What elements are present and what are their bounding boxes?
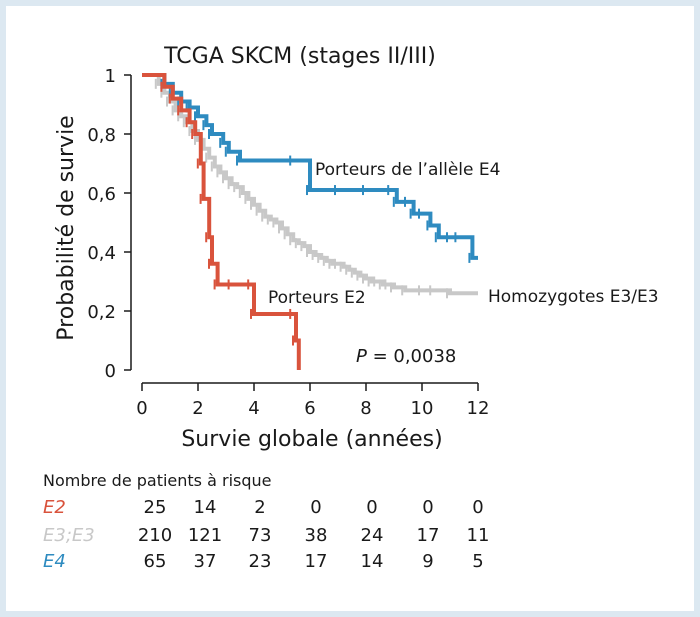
series-label: Porteurs de l’allèle E4 <box>315 160 500 180</box>
y-tick-label: 1 <box>105 66 116 87</box>
series-group <box>142 73 478 370</box>
risk-cell: 24 <box>361 525 384 546</box>
risk-cell: 210 <box>138 525 172 546</box>
risk-row-label: E4 <box>43 551 66 572</box>
risk-cell: 14 <box>361 551 384 572</box>
x-axis-label: Survie globale (années) <box>181 427 442 452</box>
x-tick-label: 0 <box>136 398 147 419</box>
survival-curve <box>142 73 301 370</box>
risk-table: E2 25 14 2 0 0 0 0 E3;E3 210 121 73 38 24 17 11 E4 65 37 23… <box>43 497 489 572</box>
series-labels: Homozygotes E3/E3 Porteurs de l’allèle E4… <box>268 160 659 308</box>
y-tick-label: 0,2 <box>87 302 116 323</box>
risk-row-label: E2 <box>43 497 66 518</box>
x-tick-label: 2 <box>192 398 203 419</box>
risk-cell: 2 <box>254 497 265 518</box>
survival-curve <box>142 73 478 260</box>
x-tick-label: 4 <box>248 398 259 419</box>
y-axis-label: Probabilité de survie <box>54 115 79 340</box>
risk-cell: 121 <box>188 525 222 546</box>
x-tick-label: 10 <box>411 398 434 419</box>
risk-table-title: Nombre de patients à risque <box>43 471 272 490</box>
chart-title: TCGA SKCM (stages II/III) <box>163 44 436 69</box>
risk-cell: 5 <box>472 551 483 572</box>
y-tick-label: 0,6 <box>87 184 116 205</box>
x-tick-label: 6 <box>304 398 315 419</box>
x-tick-label: 8 <box>360 398 371 419</box>
risk-cell: 0 <box>310 497 321 518</box>
y-tick-label: 0,4 <box>87 243 116 264</box>
p-value: P = 0,0038 <box>356 346 456 367</box>
risk-cell: 11 <box>467 525 490 546</box>
p-value-number: = 0,0038 <box>367 346 457 367</box>
risk-cell: 65 <box>144 551 167 572</box>
risk-cell: 0 <box>472 497 483 518</box>
risk-cell: 0 <box>422 497 433 518</box>
series-label: Homozygotes E3/E3 <box>488 287 659 307</box>
y-ticks: 0 0,2 0,4 0,6 0,8 1 <box>87 66 131 382</box>
risk-cell: 25 <box>144 497 167 518</box>
risk-cell: 73 <box>249 525 272 546</box>
risk-cell: 17 <box>305 551 328 572</box>
x-ticks: 0 2 4 6 8 10 12 <box>136 383 489 419</box>
risk-cell: 17 <box>417 525 440 546</box>
risk-cell: 14 <box>194 497 217 518</box>
risk-cell: 0 <box>366 497 377 518</box>
x-tick-label: 12 <box>467 398 490 419</box>
risk-cell: 23 <box>249 551 272 572</box>
series-label: Porteurs E2 <box>268 288 366 308</box>
risk-cell: 9 <box>422 551 433 572</box>
risk-cell: 37 <box>194 551 217 572</box>
p-value-symbol: P <box>356 346 367 367</box>
risk-cell: 38 <box>305 525 328 546</box>
survival-curve <box>142 73 478 296</box>
y-tick-label: 0 <box>105 361 116 382</box>
risk-row-label: E3;E3 <box>43 525 95 546</box>
y-tick-label: 0,8 <box>87 125 116 146</box>
